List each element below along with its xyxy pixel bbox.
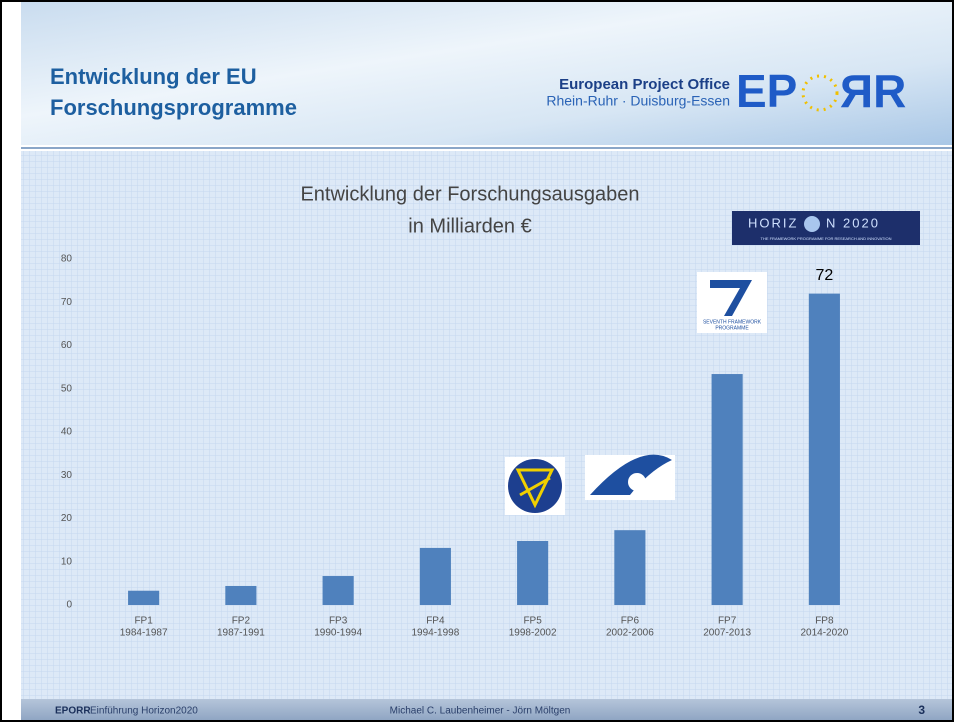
slide-title: Entwicklung der EU bbox=[50, 64, 257, 89]
logo-fp6 bbox=[585, 455, 675, 500]
footer-authors: Michael C. Laubenheimer - Jörn Möltgen bbox=[390, 706, 571, 717]
logo-horizon: HORIZ N 2020 THE FRAMEWORK PROGRAMME FOR… bbox=[732, 211, 920, 245]
slide-title: Forschungsprogramme bbox=[50, 95, 297, 120]
x-tick-label: FP4 bbox=[426, 616, 445, 627]
chart-title: in Milliarden € bbox=[408, 215, 531, 237]
y-tick-label: 30 bbox=[61, 470, 73, 481]
x-tick-label: FP3 bbox=[329, 616, 348, 627]
x-tick-label: 1990-1994 bbox=[314, 628, 362, 639]
bar bbox=[809, 294, 840, 605]
logo-text: PROGRAMME bbox=[715, 325, 749, 331]
logo-text: N 2020 bbox=[826, 215, 880, 230]
x-tick-label: FP2 bbox=[232, 616, 251, 627]
y-tick-label: 60 bbox=[61, 340, 73, 351]
logo-text: THE FRAMEWORK PROGRAMME FOR RESEARCH AND… bbox=[761, 236, 892, 241]
logo-fp5 bbox=[505, 457, 565, 515]
logo-text: EP bbox=[736, 65, 797, 117]
y-tick-label: 0 bbox=[66, 600, 72, 611]
value-label: 72 bbox=[815, 267, 833, 284]
bar bbox=[225, 586, 256, 605]
office-region: Rhein-Ruhr · Duisburg-Essen bbox=[546, 93, 730, 109]
logo-six-hole bbox=[628, 473, 646, 491]
x-tick-label: 2002-2006 bbox=[606, 628, 654, 639]
y-tick-label: 40 bbox=[61, 427, 73, 438]
x-tick-label: 2014-2020 bbox=[800, 628, 848, 639]
x-tick-label: 1987-1991 bbox=[217, 628, 265, 639]
footer-topic: Einführung Horizon2020 bbox=[90, 706, 198, 717]
bar bbox=[420, 548, 451, 605]
footer-org: EPORR bbox=[55, 706, 91, 717]
y-tick-label: 80 bbox=[61, 254, 73, 265]
x-tick-label: 1984-1987 bbox=[120, 628, 168, 639]
y-tick-label: 50 bbox=[61, 383, 73, 394]
x-tick-label: FP7 bbox=[718, 616, 737, 627]
y-tick-label: 10 bbox=[61, 556, 73, 567]
x-tick-label: 2007-2013 bbox=[703, 628, 751, 639]
x-tick-label: 1994-1998 bbox=[411, 628, 459, 639]
logo-text: ЯR bbox=[840, 65, 906, 117]
y-tick-label: 70 bbox=[61, 297, 73, 308]
logo-text: HORIZ bbox=[748, 215, 798, 230]
x-tick-label: FP6 bbox=[621, 616, 640, 627]
bar bbox=[712, 374, 743, 605]
bar bbox=[323, 576, 354, 605]
page: Entwicklung der EU Forschungsprogramme E… bbox=[0, 0, 954, 722]
bar bbox=[517, 541, 548, 605]
x-tick-label: FP1 bbox=[134, 616, 153, 627]
office-name: European Project Office bbox=[559, 76, 730, 93]
x-tick-label: FP8 bbox=[815, 616, 834, 627]
bar bbox=[128, 591, 159, 605]
logo-fp7: SEVENTH FRAMEWORK PROGRAMME bbox=[697, 272, 767, 333]
x-tick-label: 1998-2002 bbox=[509, 628, 557, 639]
slide: Entwicklung der EU Forschungsprogramme E… bbox=[0, 0, 954, 722]
footer-page: 3 bbox=[918, 703, 925, 717]
y-tick-label: 20 bbox=[61, 513, 73, 524]
logo-globe bbox=[804, 216, 820, 232]
bar bbox=[614, 530, 645, 605]
chart-title: Entwicklung der Forschungsausgaben bbox=[300, 183, 639, 205]
x-tick-label: FP5 bbox=[523, 616, 542, 627]
